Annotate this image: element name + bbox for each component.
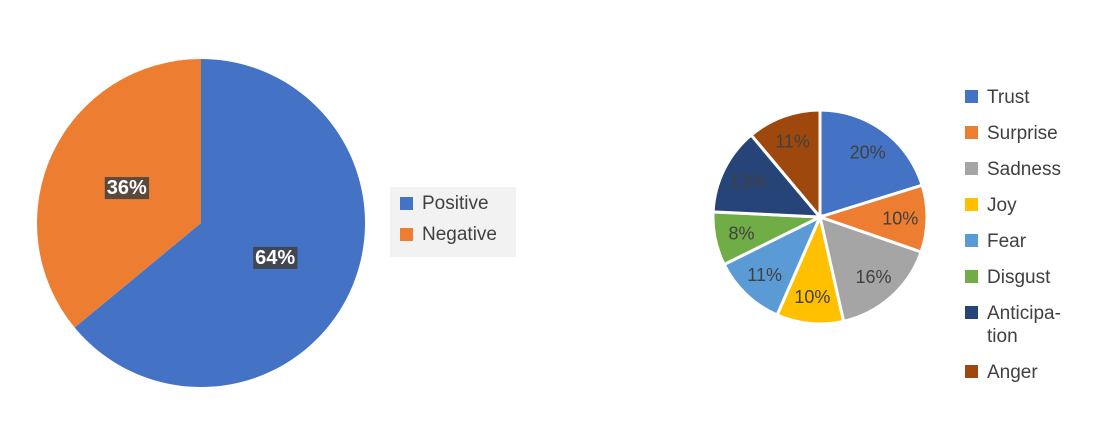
legend-label: Disgust [987,267,1051,288]
pie-slice [818,108,925,220]
legend-swatch [965,162,978,175]
data-label: 36% [107,177,147,199]
data-label: 64% [255,247,295,269]
data-label: 10% [794,287,830,307]
legend-swatch [965,270,978,283]
legend-label: Surprise [987,123,1058,144]
data-label: 11% [775,132,810,152]
legend: Positive Negative [390,187,516,257]
data-label-box [253,246,298,269]
data-label: 10% [882,208,918,228]
legend-swatch [965,306,978,319]
legend-label: Trust [987,87,1030,108]
data-label: 11% [747,265,782,285]
legend-item: Anticipa-tion [965,302,1079,348]
legend-item: Surprise [965,122,1079,145]
legend-swatch [400,197,413,210]
legend-swatch [965,234,978,247]
legend-label: Fear [987,231,1027,252]
legend-swatch [965,198,978,211]
pie-slice [749,108,822,222]
legend-item: Trust [965,86,1079,109]
legend-label: Anger [987,362,1038,383]
legend-item: Anger [965,361,1079,384]
legend-item: Sadness [965,158,1079,181]
data-label: 16% [855,267,891,287]
legend-swatch [400,228,413,241]
legend-label: Negative [422,224,497,245]
legend-swatch [965,90,978,103]
legend-label: Positive [422,193,489,214]
pie-slice [817,214,924,324]
legend-item: Negative [400,224,516,255]
legend-item: Fear [965,230,1079,253]
data-label: 13% [730,171,766,191]
legend-swatch [965,126,978,139]
legend-label: Joy [987,195,1017,216]
legend-swatch [965,365,978,378]
legend-item: Disgust [965,266,1079,289]
pie-slice [711,132,824,219]
data-label: 20% [850,142,886,162]
data-label: 8% [728,223,754,243]
legend-item: Positive [400,193,516,224]
data-label-box [104,177,150,200]
legend-label: Sadness [987,159,1061,180]
pie-slice [74,59,366,387]
legend-item: Joy [965,194,1079,217]
legend-label: Anticipa-tion [987,303,1061,347]
legend: Trust Surprise Sadness Joy Fear Disgust Antici… [965,86,1079,397]
